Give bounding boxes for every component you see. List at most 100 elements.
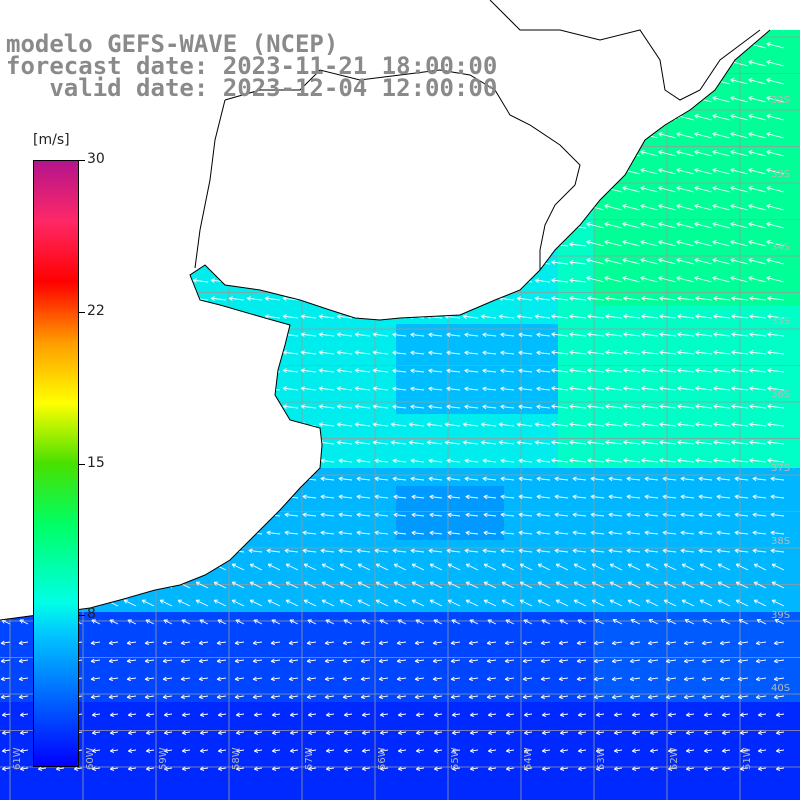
speed-cell	[522, 432, 540, 450]
colorbar-unit: [m/s]	[33, 132, 70, 148]
speed-cell	[774, 414, 792, 432]
latitude-label: 38S	[771, 536, 791, 547]
speed-cell	[684, 450, 702, 468]
speed-cell	[450, 414, 468, 432]
speed-cell	[360, 774, 378, 792]
speed-cell	[684, 576, 702, 594]
speed-cell	[342, 702, 360, 720]
speed-cell	[612, 540, 630, 558]
speed-cell	[324, 522, 342, 540]
speed-cell	[558, 648, 576, 666]
latitude-label: 33S	[771, 168, 791, 180]
speed-cell	[162, 594, 180, 612]
speed-cell	[468, 324, 486, 342]
speed-cell	[342, 522, 360, 540]
speed-cell	[468, 450, 486, 468]
speed-cell	[504, 702, 522, 720]
speed-cell	[630, 234, 648, 252]
speed-cell	[738, 144, 756, 162]
longitude-label: 56W	[377, 747, 388, 770]
speed-cell	[432, 522, 450, 540]
speed-cell	[414, 360, 432, 378]
speed-cell	[576, 252, 594, 270]
speed-cell	[378, 648, 396, 666]
speed-cell	[126, 666, 144, 684]
speed-cell	[270, 648, 288, 666]
speed-cell	[648, 234, 666, 252]
speed-cell	[738, 108, 756, 126]
speed-cell	[486, 630, 504, 648]
speed-cell	[720, 504, 738, 522]
speed-cell	[648, 504, 666, 522]
speed-cell	[324, 342, 342, 360]
speed-cell	[450, 684, 468, 702]
speed-cell	[252, 558, 270, 576]
speed-cell	[522, 450, 540, 468]
speed-cell	[522, 324, 540, 342]
speed-cell	[702, 198, 720, 216]
speed-cell	[612, 360, 630, 378]
speed-cell	[756, 54, 774, 72]
speed-cell	[648, 738, 666, 756]
speed-cell	[414, 540, 432, 558]
speed-cell	[558, 468, 576, 486]
speed-cell	[324, 450, 342, 468]
speed-cell	[324, 648, 342, 666]
speed-cell	[468, 486, 486, 504]
speed-cell	[774, 90, 792, 108]
speed-cell	[666, 126, 684, 144]
speed-cell	[432, 594, 450, 612]
speed-cell	[432, 468, 450, 486]
speed-cell	[234, 648, 252, 666]
speed-cell	[630, 450, 648, 468]
speed-cell	[684, 396, 702, 414]
speed-cell	[666, 234, 684, 252]
speed-cell	[540, 774, 558, 792]
speed-cell	[612, 450, 630, 468]
speed-cell	[252, 720, 270, 738]
speed-cell	[630, 576, 648, 594]
speed-cell	[612, 504, 630, 522]
speed-cell	[684, 198, 702, 216]
speed-cell	[648, 558, 666, 576]
speed-cell	[306, 342, 324, 360]
speed-cell	[0, 774, 18, 792]
speed-cell	[126, 594, 144, 612]
speed-cell	[576, 378, 594, 396]
speed-cell	[396, 468, 414, 486]
speed-cell	[504, 360, 522, 378]
speed-cell	[756, 594, 774, 612]
speed-cell	[216, 702, 234, 720]
speed-cell	[342, 792, 360, 800]
speed-cell	[774, 720, 792, 738]
speed-cell	[306, 648, 324, 666]
speed-cell	[720, 342, 738, 360]
speed-cell	[270, 792, 288, 800]
speed-cell	[252, 756, 270, 774]
speed-cell	[306, 720, 324, 738]
speed-cell	[792, 216, 800, 234]
speed-cell	[396, 432, 414, 450]
speed-cell	[558, 270, 576, 288]
speed-cell	[630, 198, 648, 216]
speed-cell	[774, 144, 792, 162]
speed-cell	[522, 360, 540, 378]
speed-cell	[612, 684, 630, 702]
speed-cell	[666, 270, 684, 288]
speed-cell	[360, 576, 378, 594]
speed-cell	[756, 540, 774, 558]
speed-cell	[774, 738, 792, 756]
speed-cell	[738, 540, 756, 558]
speed-cell	[792, 576, 800, 594]
speed-cell	[630, 306, 648, 324]
colorbar-tick-mark	[79, 615, 85, 616]
speed-cell	[432, 756, 450, 774]
speed-cell	[792, 702, 800, 720]
speed-cell	[774, 792, 792, 800]
speed-cell	[360, 414, 378, 432]
speed-cell	[612, 378, 630, 396]
speed-cell	[144, 666, 162, 684]
speed-cell	[360, 342, 378, 360]
speed-cell	[720, 702, 738, 720]
colorbar-tick-8: 8	[87, 606, 96, 622]
